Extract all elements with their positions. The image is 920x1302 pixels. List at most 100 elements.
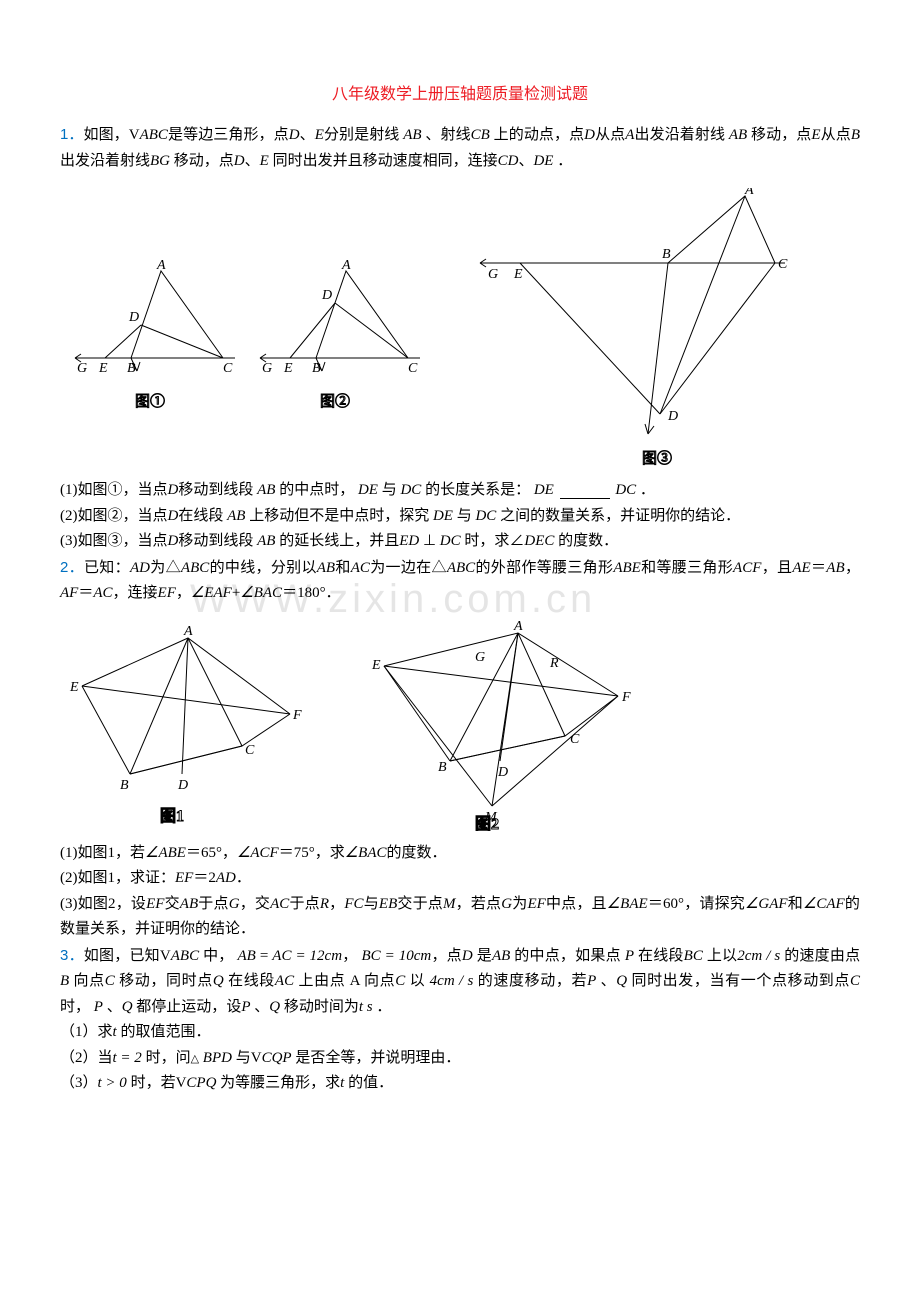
s: AD (130, 560, 150, 576)
svg-text:B: B (127, 361, 136, 376)
t: ． (640, 482, 655, 498)
t: 的速度移动，若 (478, 973, 587, 989)
s: BG (150, 153, 170, 169)
t: 如图，已知V (84, 948, 171, 964)
tri-symbol: △ (166, 560, 181, 576)
t: 移动时间为 (284, 999, 359, 1015)
s: ABC (181, 560, 209, 576)
t: 的延长线上，并且 (279, 533, 399, 549)
s: ∠EAF (191, 585, 232, 601)
t: ，交 (240, 896, 271, 912)
t: 的中点，如果点 (514, 948, 621, 964)
q2-part1: (1)如图1，若∠ABE＝65°，∠ACF＝75°，求∠BAC的度数． (60, 841, 860, 867)
q3-part2: （2）当t = 2 时，问△ BPD 与VCQP 是否全等，并说明理由． (60, 1046, 860, 1072)
svg-text:G: G (262, 361, 272, 376)
t: 同时出发并且移动速度相 (273, 153, 438, 169)
s: E (260, 153, 269, 169)
s: D (462, 948, 473, 964)
t: 为 (512, 896, 527, 912)
t: ＝75°，求 (279, 845, 345, 861)
s: AB (492, 948, 510, 964)
svg-text:R: R (549, 656, 559, 671)
t: ＝ (811, 560, 827, 576)
s: ∠CAF (803, 896, 845, 912)
perp-symbol: ⊥ (423, 533, 436, 549)
t: (1)如图①，当点 (60, 482, 168, 498)
svg-text:A: A (183, 624, 193, 639)
s: ABE (613, 560, 641, 576)
s: B (851, 127, 860, 143)
t: 交 (164, 896, 179, 912)
t: 是 (477, 948, 492, 964)
t: = 10cm (385, 948, 432, 964)
fig2-label: 图② (320, 393, 350, 410)
s: DC (440, 533, 461, 549)
s: D (168, 508, 179, 524)
t: 向点 (74, 973, 105, 989)
s: D (168, 533, 179, 549)
t: 为等腰三角形，求 (220, 1075, 340, 1091)
s: ABC (140, 127, 168, 143)
s: AB (257, 533, 275, 549)
t: 的外部作等腰三角形 (475, 560, 613, 576)
s: G (501, 896, 512, 912)
s: AC (270, 896, 289, 912)
t: 设 (226, 999, 241, 1015)
t: (2)如图②，当点 (60, 508, 168, 524)
t: 上的动点，点 (494, 127, 585, 143)
t: 为一边在 (370, 560, 432, 576)
svg-text:B: B (662, 247, 671, 262)
svg-text:B: B (312, 361, 321, 376)
t: ，且 (761, 560, 792, 576)
blank-fill[interactable] (560, 483, 610, 499)
t: (3)如图③，当点 (60, 533, 168, 549)
t: 、 (518, 153, 533, 169)
s: ∠BAC (345, 845, 387, 861)
t: ， (176, 585, 191, 601)
q1-part2: (2)如图②，当点D在线段 AB 上移动但不是中点时，探究 DE 与 DC 之间… (60, 504, 860, 530)
t: ， (342, 948, 357, 964)
svg-text:E: E (283, 361, 293, 376)
t: 移动到线段 (178, 533, 253, 549)
s: EF (175, 870, 193, 886)
t: （2）当 (60, 1050, 113, 1066)
t: 如图，V (84, 127, 140, 143)
s: AE (792, 560, 810, 576)
t: ＝65°， (186, 845, 237, 861)
t: 的取值范围． (120, 1024, 210, 1040)
t: 从点 (821, 127, 851, 143)
svg-text:C: C (408, 361, 418, 376)
t: 已知： (84, 560, 130, 576)
q3-part3: （3）t > 0 时，若VCPQ 为等腰三角形，求t 的值． (60, 1071, 860, 1097)
fig1-label: 图① (135, 393, 165, 410)
t: 的中点时， (279, 482, 354, 498)
t: 和等腰 (641, 560, 687, 576)
q2-figures-svg: A E F B D C 图1 A E F (60, 621, 860, 831)
s: D (234, 153, 245, 169)
s: t (113, 1024, 117, 1040)
t: 与 (382, 482, 397, 498)
t: （1）求 (60, 1024, 113, 1040)
t: 、射线 (425, 127, 470, 143)
s: AB (317, 560, 335, 576)
s: AC (272, 948, 291, 964)
angle-symbol: ∠ (509, 533, 524, 549)
q2-fig2-label: 图2 (475, 815, 499, 831)
svg-text:A: A (513, 621, 523, 634)
s: DE (358, 482, 378, 498)
s: P (241, 999, 250, 1015)
t: 和 (335, 560, 351, 576)
t: 从点 (595, 127, 625, 143)
t: (1)如图1，若 (60, 845, 145, 861)
svg-text:D: D (667, 409, 678, 424)
svg-text:A: A (341, 258, 351, 273)
s: EF (158, 585, 176, 601)
s: DC (400, 482, 421, 498)
s: E (315, 127, 324, 143)
s: AB (403, 127, 421, 143)
svg-text:A: A (744, 188, 754, 198)
t: 移动，点 (174, 153, 234, 169)
t: 于点 (289, 896, 320, 912)
s: E (811, 127, 820, 143)
t: 是等边三角形，点 (168, 127, 289, 143)
